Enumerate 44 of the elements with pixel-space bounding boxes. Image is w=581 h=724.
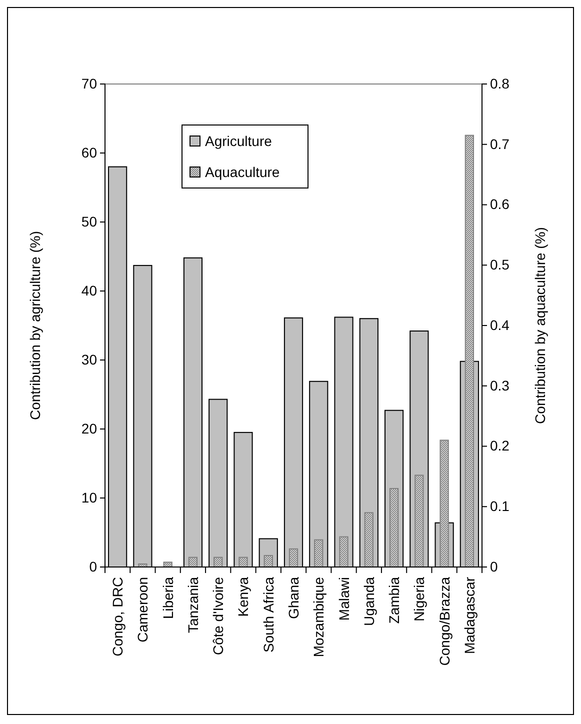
y2-tick-label: 0.4 [490,316,510,333]
x-tick-label: Malawi [336,577,352,621]
x-tick-label: Zambia [386,576,402,624]
x-tick-label: Congo/Brazza [436,576,452,666]
y2-tick-label: 0.1 [490,498,510,514]
y-tick-label: 10 [81,489,98,506]
bar [288,548,298,568]
x-tick-label: Uganda [360,576,377,626]
bar [314,539,324,568]
bar [264,555,273,568]
y-tick-label: 50 [81,213,98,230]
legend-label: Aquaculture [205,164,280,180]
x-tick-label: Tanzania [184,576,201,634]
x-tick-label: Madagascar [461,576,478,654]
y2-tick-label: 0.5 [490,256,510,273]
y-axis-title: Contribution by agriculture (%) [27,230,43,420]
x-tick-label: Liberia [160,576,176,620]
x-tick-label: Nigeria [411,576,428,622]
x-tick-label: Côte d'Ivoire [210,576,226,656]
bar [414,474,424,568]
y2-axis-title: Contribution by aquaculture (%) [532,227,548,424]
y2-tick-label: 0 [490,558,498,574]
y2-tick-label: 0.8 [490,75,510,92]
bar [364,512,374,568]
x-tick-label: Congo, DRC [110,577,126,656]
y-tick-label: 40 [81,282,98,298]
bar [339,536,348,568]
x-tick-label: Kenya [235,576,252,617]
x-tick-label: Cameroon [134,577,151,642]
y-tick-label: 20 [81,420,98,436]
y2-tick-label: 0.3 [490,377,510,394]
bar [238,556,248,568]
y2-tick-label: 0.6 [490,196,510,212]
y-tick-label: 0 [89,558,98,574]
y-tick-label: 70 [81,75,98,92]
legend-label: Agriculture [205,133,272,149]
y-tick-label: 30 [81,351,98,368]
x-tick-label: South Africa [260,576,276,652]
x-tick-label: Ghana [286,576,302,620]
y2-tick-label: 0.7 [490,136,510,152]
x-tick-label: Mozambique [310,576,327,658]
y-tick-label: 60 [81,144,98,160]
y2-tick-label: 0.2 [490,438,510,454]
bar [389,488,399,568]
